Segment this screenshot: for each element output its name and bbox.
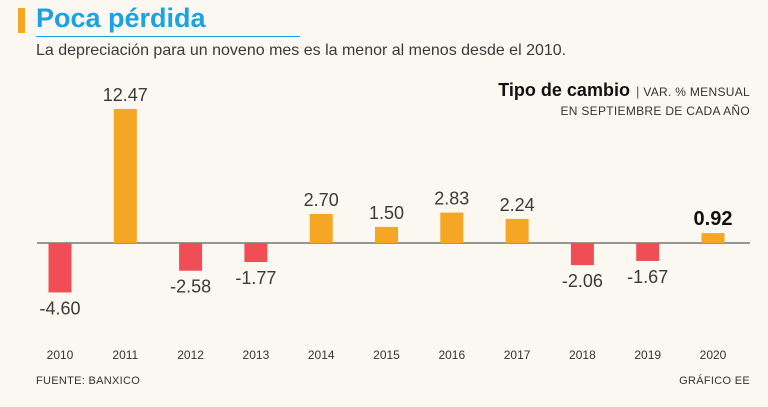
value-label-2017: 2.24 xyxy=(500,195,535,215)
year-label-2014: 2014 xyxy=(308,348,335,362)
bar-2018 xyxy=(570,243,594,266)
bar-2013 xyxy=(244,243,268,263)
title-underline xyxy=(36,36,300,37)
year-label-2013: 2013 xyxy=(243,348,270,362)
bar-2019 xyxy=(636,243,660,261)
source-note: FUENTE: BANXICO xyxy=(36,375,141,387)
unit-legend: Tipo de cambio | VAR. % MENSUAL EN SEPTIEM… xyxy=(498,80,750,118)
year-label-2017: 2017 xyxy=(504,348,531,362)
value-label-2010: -4.60 xyxy=(39,298,80,318)
year-label-2019: 2019 xyxy=(634,348,661,362)
unit-main-label: Tipo de cambio xyxy=(498,80,630,100)
bar-2011 xyxy=(113,108,137,243)
page-title: Poca pérdida xyxy=(36,3,206,33)
value-label-2019: -1.67 xyxy=(627,267,668,287)
unit-line2-label: EN SEPTIEMBRE DE CADA AÑO xyxy=(560,104,750,118)
unit-separator: | xyxy=(635,84,640,99)
page-subtitle: La depreciación para un noveno mes es la… xyxy=(36,42,567,59)
year-label-2020: 2020 xyxy=(700,348,727,362)
bar-2012 xyxy=(179,243,203,271)
year-label-2011: 2011 xyxy=(112,348,138,362)
value-label-2020: 0.92 xyxy=(694,208,733,230)
year-label-2012: 2012 xyxy=(177,348,204,362)
bar-2015 xyxy=(375,226,398,243)
bar-2016 xyxy=(440,212,464,243)
value-label-2013: -1.77 xyxy=(235,268,276,288)
year-label-2015: 2015 xyxy=(373,348,400,362)
bar-2014 xyxy=(309,213,333,243)
unit-sub-label: VAR. % MENSUAL xyxy=(643,85,750,99)
year-label-2010: 2010 xyxy=(47,348,74,362)
bar-2010 xyxy=(48,243,72,293)
bar-2017 xyxy=(505,218,529,243)
value-label-2015: 1.50 xyxy=(369,203,404,223)
value-label-2012: -2.58 xyxy=(170,277,211,297)
value-label-2018: -2.06 xyxy=(562,271,603,291)
value-label-2014: 2.70 xyxy=(304,190,339,210)
year-label-2016: 2016 xyxy=(438,348,465,362)
title-accent-bar xyxy=(18,8,25,33)
year-label-2018: 2018 xyxy=(569,348,596,362)
credit-note: GRÁFICO EE xyxy=(679,375,750,387)
value-label-2016: 2.83 xyxy=(434,189,469,209)
value-label-2011: 12.47 xyxy=(103,85,148,105)
bar-2020 xyxy=(701,233,725,243)
